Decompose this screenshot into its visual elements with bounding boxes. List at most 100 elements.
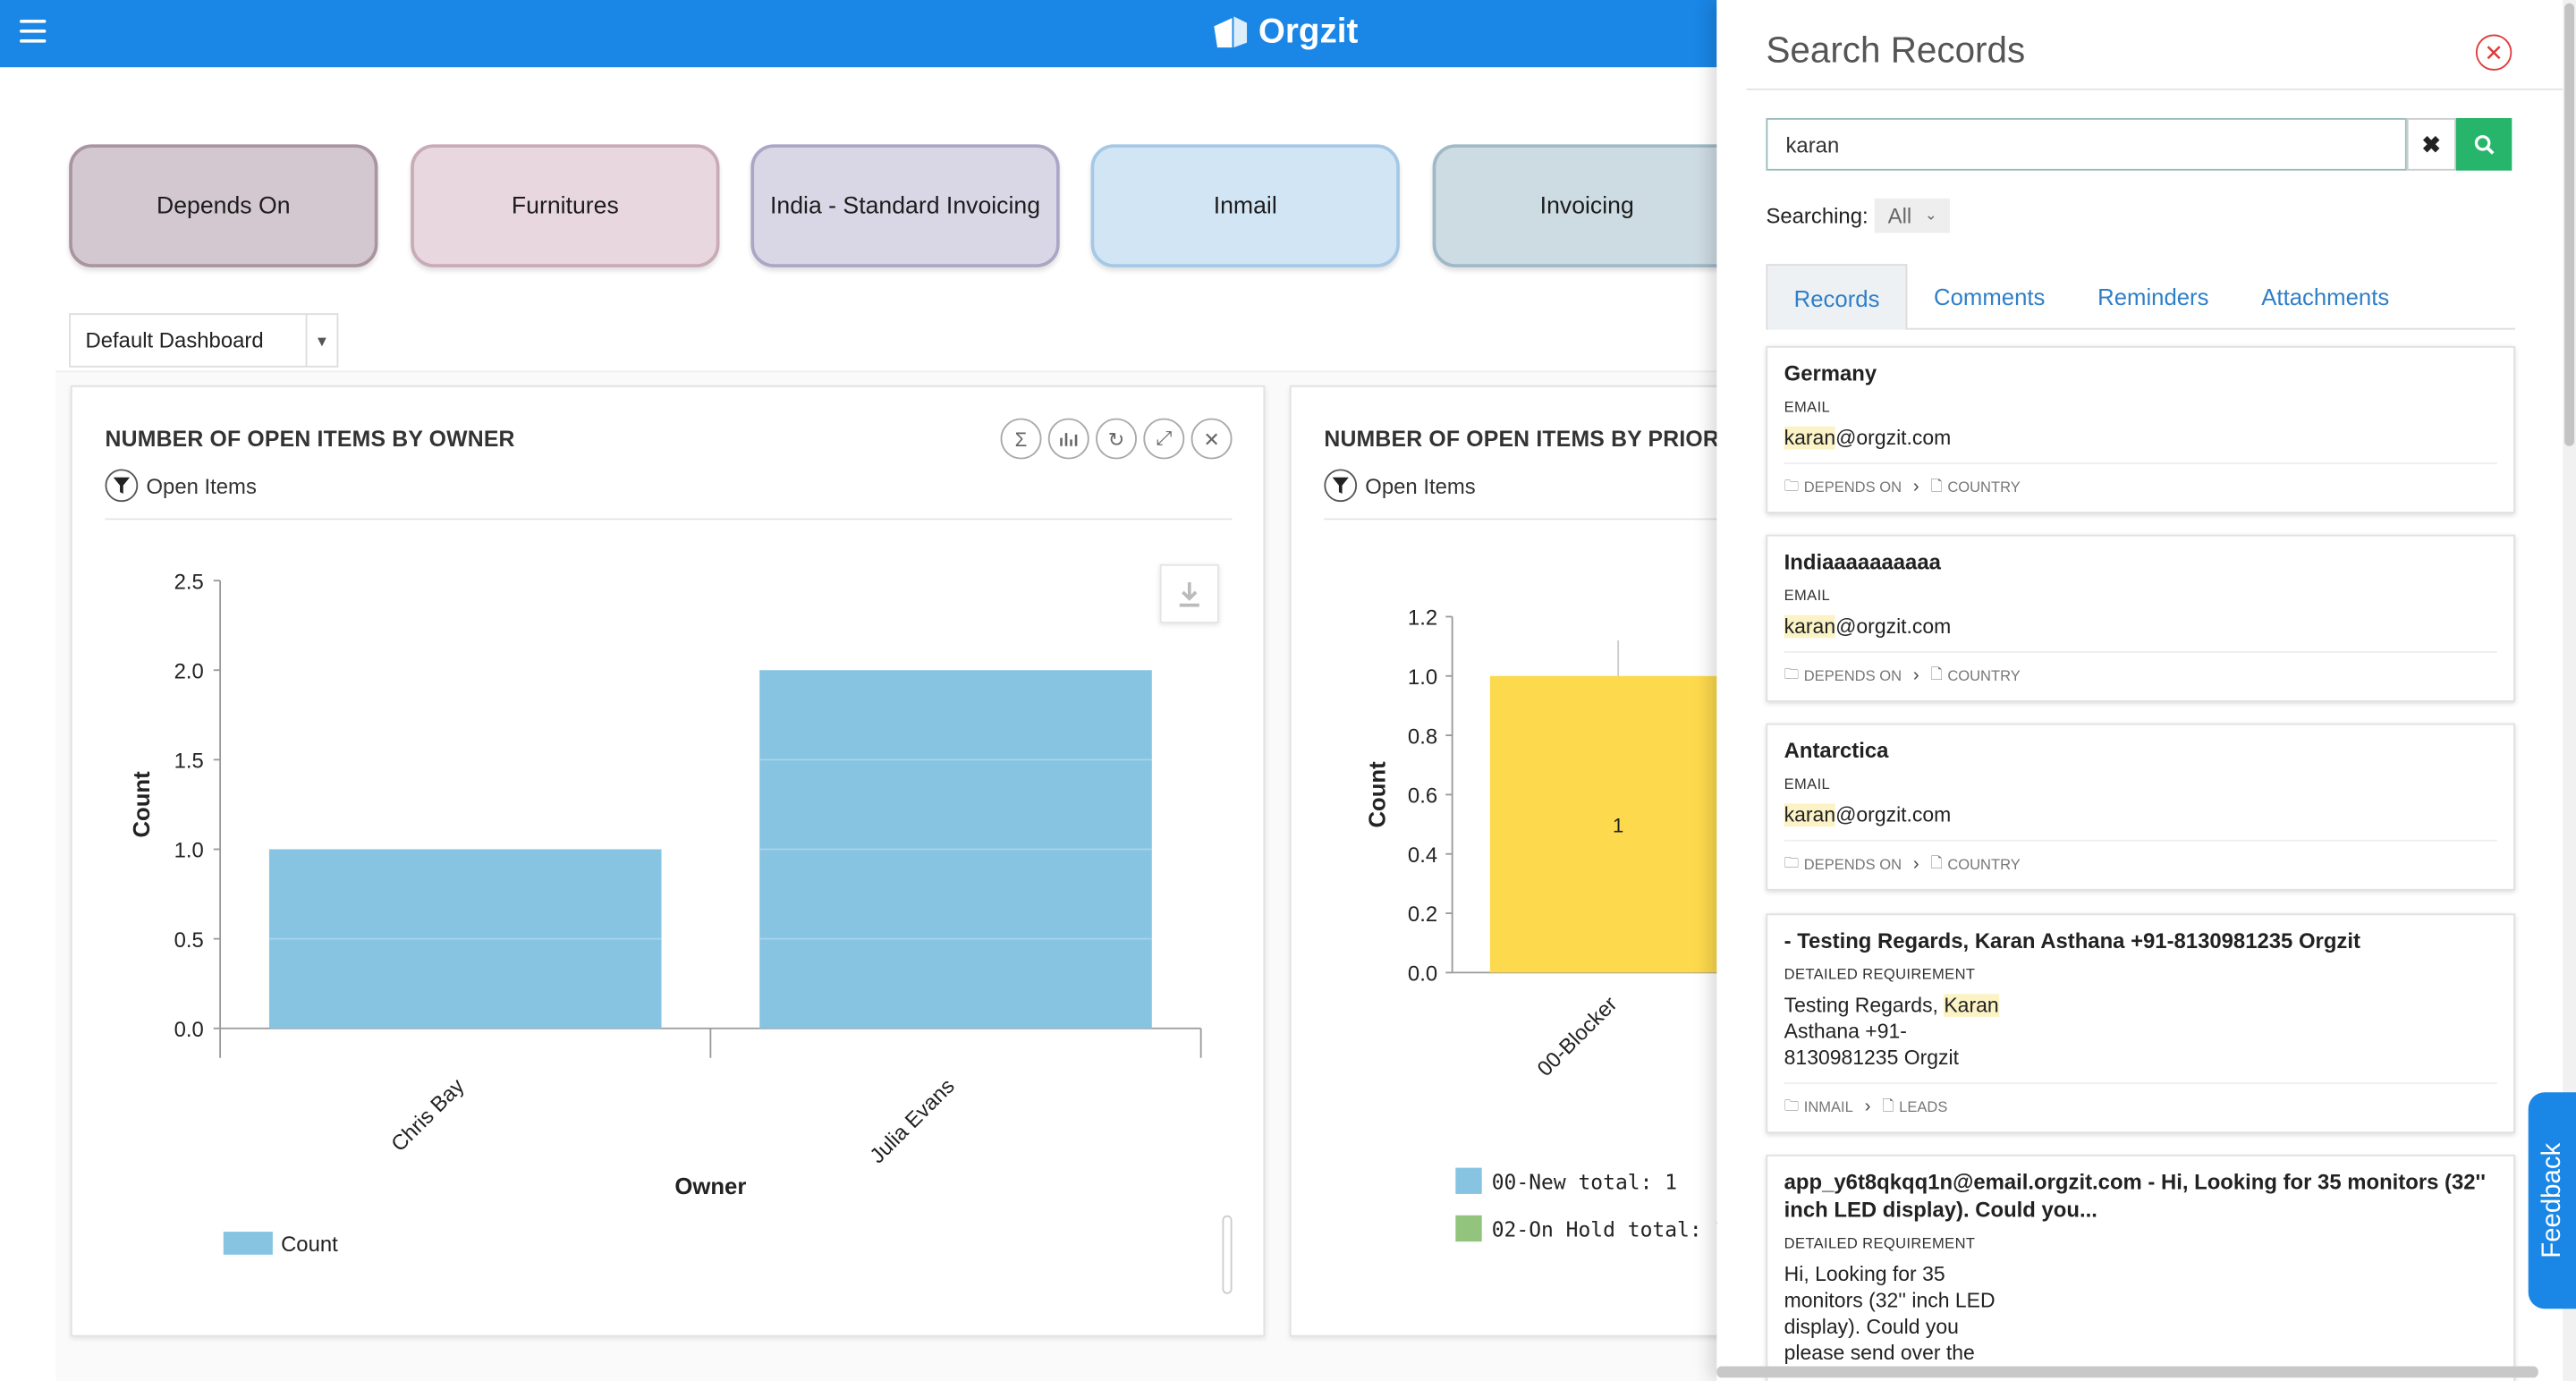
- chevron-right-icon: ›: [1912, 854, 1919, 875]
- filter-icon: [1324, 469, 1358, 503]
- app-logo[interactable]: Orgzit: [1209, 10, 1359, 55]
- divider: [105, 518, 1233, 521]
- breadcrumb: 🗀 DEPENDS ON › 🗋 COUNTRY: [1784, 462, 2497, 500]
- clear-search-icon[interactable]: ✖: [2406, 118, 2456, 171]
- tab-attachments[interactable]: Attachments: [2261, 284, 2390, 310]
- searching-select[interactable]: All ⌄: [1874, 198, 1951, 233]
- tile-label: India - Standard Invoicing: [770, 192, 1041, 219]
- breadcrumb: 🗀 DEPENDS ON › 🗋 COUNTRY: [1784, 650, 2497, 689]
- panel-title: Search Records: [1766, 30, 2026, 71]
- y-tick-label: 0.6: [1408, 784, 1437, 809]
- result-card[interactable]: Antarctica EMAIL karan@orgzit.com 🗀 DEPEN…: [1766, 723, 2515, 891]
- y-tick-label: 1.0: [1408, 665, 1437, 690]
- top-bar: [0, 0, 1717, 68]
- refresh-icon[interactable]: ↻: [1096, 418, 1137, 460]
- x-tick-label: Julia Evans: [865, 1074, 959, 1168]
- folder-icon: 🗀: [1784, 665, 1800, 682]
- chevron-down-icon[interactable]: ▼: [305, 315, 337, 366]
- legend-scrollbar[interactable]: [1222, 1215, 1233, 1294]
- result-card[interactable]: Germany EMAIL karan@orgzit.com 🗀 DEPENDS …: [1766, 345, 2515, 513]
- tile-label: Depends On: [157, 192, 291, 219]
- data-label: 1: [1613, 815, 1623, 837]
- y-tick-label: 0.0: [1408, 962, 1437, 987]
- filter-label: Open Items: [146, 473, 257, 498]
- y-tick-label: 0.8: [1408, 724, 1437, 749]
- folder-icon: 🗀: [1784, 477, 1800, 494]
- file-icon: 🗋: [1882, 1097, 1894, 1114]
- legend-item[interactable]: 00-New total: 1: [1455, 1167, 1677, 1194]
- priority-bar-chart: 0.0 0.2 0.4 0.6 0.8 1.0 1.2 1 00-Blocker Count: [1365, 606, 1784, 1081]
- tile-india-standard-invoicing[interactable]: India - Standard Invoicing: [750, 144, 1060, 267]
- y-tick-label: 2.0: [174, 659, 204, 683]
- y-tick-label: 1.5: [174, 750, 204, 774]
- filter-icon: [105, 469, 139, 503]
- dashboard-select-value: Default Dashboard: [85, 327, 264, 353]
- search-icon[interactable]: [2455, 118, 2512, 171]
- feedback-button[interactable]: Feedback: [2528, 1092, 2576, 1309]
- y-tick-label: 0.5: [174, 928, 204, 953]
- tile-invoicing[interactable]: Invoicing: [1432, 144, 1741, 267]
- result-title[interactable]: Germany: [1784, 360, 1877, 385]
- search-records-panel: Search Records ✕ ✖ Searching: All ⌄ Reco…: [1716, 0, 2576, 1381]
- close-icon[interactable]: ✕: [1191, 418, 1233, 460]
- mail-icon: 🗀: [1784, 1097, 1800, 1114]
- file-icon: 🗋: [1930, 665, 1943, 682]
- result-title[interactable]: Antarctica: [1784, 738, 1889, 763]
- search-tabs: Records Comments Reminders Attachments: [1766, 264, 2515, 330]
- legend-label: 02-On Hold total: 1: [1491, 1216, 1727, 1241]
- field-value: karan@orgzit.com: [1784, 426, 1952, 450]
- horizontal-scrollbar[interactable]: [1716, 1366, 2538, 1378]
- result-title[interactable]: - Testing Regards, Karan Asthana +91-813…: [1784, 928, 2360, 953]
- app-logo-text: Orgzit: [1258, 13, 1359, 51]
- sum-icon[interactable]: Σ: [1000, 418, 1042, 460]
- scrollbar-thumb[interactable]: [2564, 3, 2575, 446]
- y-tick-label: 1.0: [174, 839, 204, 863]
- result-card[interactable]: Indiaaaaaaaaaa EMAIL karan@orgzit.com 🗀 D…: [1766, 534, 2515, 702]
- legend-label: Count: [281, 1233, 338, 1257]
- y-axis-title: Count: [130, 771, 155, 838]
- widget-filter[interactable]: Open Items: [1324, 469, 1476, 503]
- breadcrumb: 🗀 DEPENDS ON › 🗋 COUNTRY: [1784, 839, 2497, 877]
- widget-open-items-by-priority: NUMBER OF OPEN ITEMS BY PRIORITY Open It…: [1289, 385, 1784, 1337]
- tile-depends-on[interactable]: Depends On: [69, 144, 378, 267]
- x-tick-label: Chris Bay: [386, 1074, 469, 1156]
- tile-furnitures[interactable]: Furnitures: [411, 144, 720, 267]
- legend-swatch: [1455, 1167, 1482, 1194]
- result-title[interactable]: app_y6t8qkqq1n@email.orgzit.com - Hi, Lo…: [1784, 1169, 2486, 1223]
- result-card[interactable]: app_y6t8qkqq1n@email.orgzit.com - Hi, Lo…: [1766, 1154, 2515, 1381]
- tab-comments[interactable]: Comments: [1934, 284, 2046, 310]
- filter-label: Open Items: [1365, 473, 1476, 498]
- divider: [1746, 89, 2568, 90]
- tile-label: Invoicing: [1539, 192, 1634, 219]
- result-card[interactable]: - Testing Regards, Karan Asthana +91-813…: [1766, 913, 2515, 1134]
- tile-inmail[interactable]: Inmail: [1090, 144, 1400, 267]
- tab-reminders[interactable]: Reminders: [2097, 284, 2209, 310]
- searching-value: All: [1887, 203, 1912, 228]
- tab-records[interactable]: Records: [1766, 264, 1908, 330]
- y-tick-label: 1.2: [1408, 606, 1437, 631]
- expand-icon[interactable]: ⤢: [1143, 418, 1185, 460]
- result-title[interactable]: Indiaaaaaaaaaa: [1784, 549, 1941, 574]
- hamburger-menu-icon[interactable]: [20, 20, 47, 43]
- close-icon[interactable]: ✕: [2475, 34, 2512, 71]
- file-icon: 🗋: [1930, 477, 1943, 494]
- field-label: EMAIL: [1784, 398, 1831, 415]
- widget-filter[interactable]: Open Items: [105, 469, 257, 503]
- y-tick-label: 0.0: [174, 1018, 204, 1042]
- bar: [1489, 675, 1747, 973]
- x-tick-label: 00-Blocker: [1533, 992, 1623, 1081]
- chevron-right-icon: ›: [1864, 1097, 1871, 1117]
- search-input[interactable]: [1766, 118, 2407, 171]
- bar-chart-icon[interactable]: [1047, 418, 1089, 460]
- breadcrumb: 🗀 INMAIL › 🗋 LEADS: [1784, 1082, 2497, 1120]
- download-icon[interactable]: [1159, 563, 1219, 623]
- widget-toolbar: Σ ↻ ⤢ ✕: [1000, 418, 1233, 460]
- chevron-right-icon: ›: [1912, 665, 1919, 686]
- y-tick-label: 2.5: [174, 570, 204, 594]
- field-value: karan@orgzit.com: [1784, 614, 1952, 639]
- field-value: Testing Regards, Karan Asthana +91- 8130…: [1784, 994, 1999, 1070]
- legend-item[interactable]: 02-On Hold total: 1: [1455, 1215, 1727, 1242]
- tile-label: Inmail: [1213, 192, 1277, 219]
- dashboard-select[interactable]: Default Dashboard ▼: [69, 313, 339, 368]
- chevron-right-icon: ›: [1912, 477, 1919, 497]
